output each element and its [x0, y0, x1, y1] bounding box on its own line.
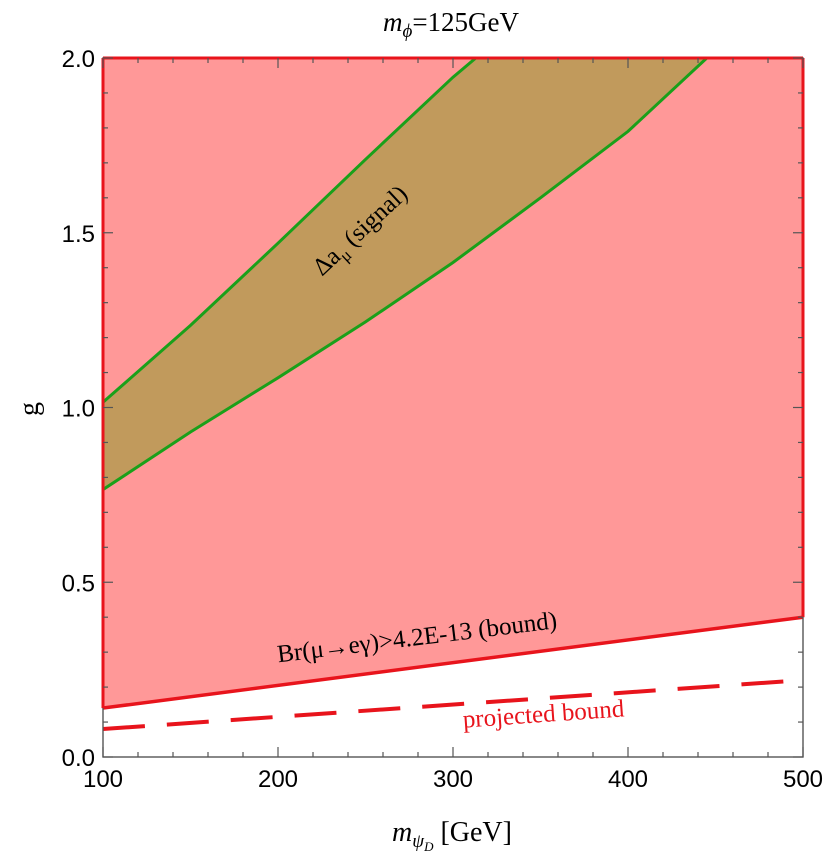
y-tick-label: 0.0: [62, 745, 95, 772]
y-axis-title: g: [14, 402, 45, 416]
x-tick-label: 300: [433, 766, 473, 793]
projected-bound-line: [103, 678, 803, 732]
bound-line: [103, 615, 803, 710]
y-tick-label: 0.5: [62, 570, 95, 597]
axis-tick-labels: 100 200 300 400 500 0.0 0.5 1.0 1.5 2.0: [62, 46, 823, 793]
axis-ticks: [102, 57, 804, 758]
y-tick-label: 2.0: [62, 46, 95, 73]
signal-region: [103, 58, 707, 490]
x-tick-label: 500: [783, 766, 823, 793]
signal-lower-line: [103, 58, 708, 491]
x-axis-title: mψD [GeV]: [392, 817, 512, 854]
y-tick-label: 1.5: [62, 221, 95, 248]
x-tick-label: 200: [258, 766, 298, 793]
signal-upper-line: [103, 58, 477, 404]
chart-title: mϕ=125GeV: [383, 7, 520, 42]
x-tick-label: 100: [83, 766, 123, 793]
y-tick-label: 1.0: [62, 396, 95, 423]
excluded-region: [103, 58, 803, 709]
x-tick-label: 400: [608, 766, 648, 793]
